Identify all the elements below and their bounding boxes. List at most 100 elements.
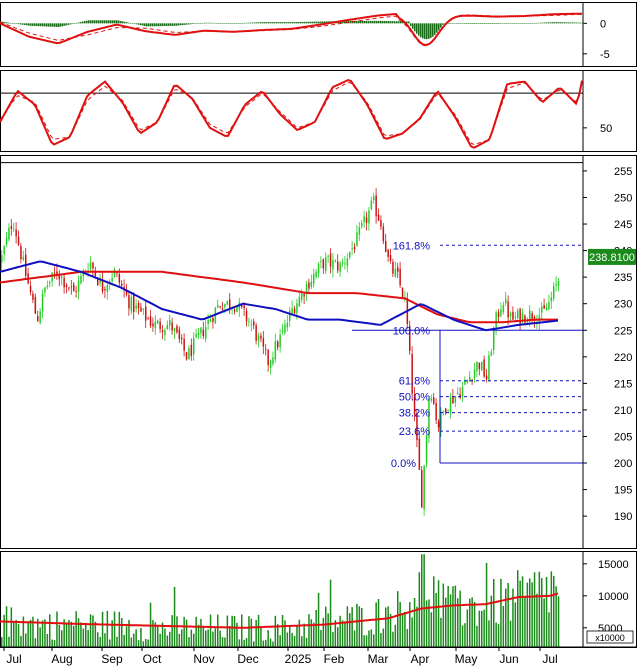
candle-body — [125, 290, 128, 295]
macd-histogram-bar — [562, 22, 564, 24]
macd-histogram-bar — [96, 20, 98, 24]
macd-histogram-bar — [214, 22, 216, 24]
macd-histogram-bar — [524, 23, 526, 24]
candle-body — [310, 281, 313, 287]
stoch-line-k — [0, 79, 583, 149]
macd-histogram-bar — [308, 21, 310, 24]
macd-histogram-bar — [530, 23, 532, 24]
volume-bar — [557, 596, 560, 647]
macd-histogram-bar — [260, 22, 262, 24]
macd-histogram-bar — [56, 23, 58, 27]
macd-histogram-bar — [46, 23, 48, 27]
volume-bar — [389, 613, 392, 647]
volume-bar — [488, 620, 490, 647]
macd-histogram-bar — [10, 22, 12, 24]
candle-body — [20, 245, 22, 260]
volume-bar — [265, 639, 267, 647]
candle-body — [89, 262, 92, 269]
volume-bar — [32, 616, 34, 647]
volume-bar — [495, 622, 497, 647]
volume-bar — [41, 620, 44, 647]
macd-histogram-bar — [518, 23, 520, 24]
macd-histogram-bar — [84, 21, 86, 24]
volume-bar — [164, 628, 166, 647]
candle-body — [387, 249, 389, 257]
volume-bar — [363, 635, 365, 647]
candle-body — [188, 347, 190, 360]
moving-average-line-2 — [0, 260, 559, 332]
candle-body — [46, 285, 49, 288]
candle-body — [267, 349, 269, 366]
candle-body — [519, 308, 521, 324]
macd-histogram-bar — [536, 22, 538, 24]
macd-histogram-bar — [390, 21, 392, 24]
candle-body — [365, 217, 368, 223]
volume-bar — [8, 636, 10, 647]
candle-body — [411, 353, 413, 394]
candle-body — [51, 272, 53, 282]
candle-body — [248, 321, 250, 323]
volume-bar — [22, 616, 25, 647]
candle-body — [337, 261, 339, 271]
candle-body — [68, 287, 70, 289]
macd-histogram-bar — [68, 23, 70, 25]
macd-histogram-bar — [190, 23, 192, 25]
macd-histogram-bar — [32, 23, 34, 26]
candle-body — [329, 253, 332, 267]
candle-body — [243, 305, 245, 309]
volume-bar — [284, 620, 286, 647]
macd-histogram-bar — [126, 22, 128, 24]
candle-body — [445, 408, 447, 413]
volume-bar — [34, 638, 37, 647]
volume-bar — [315, 609, 317, 647]
candle-body — [418, 438, 421, 470]
volume-bar — [543, 598, 545, 647]
volume-bar — [404, 611, 406, 647]
x-tick-label: Apr — [411, 652, 430, 666]
volume-bar — [533, 572, 536, 647]
candle-body — [140, 307, 142, 312]
macd-histogram-bar — [110, 20, 112, 24]
candle-body — [116, 272, 118, 274]
candle-body — [3, 246, 5, 255]
volume-bar — [413, 598, 416, 647]
macd-histogram-bar — [520, 23, 522, 24]
macd-histogram-bar — [290, 22, 292, 24]
candle-body — [322, 259, 325, 269]
candle-body — [541, 306, 543, 313]
volume-bar — [322, 617, 325, 647]
candle-body — [416, 413, 418, 441]
candle-body — [397, 267, 399, 272]
candle-body — [313, 273, 315, 284]
volume-bar — [406, 629, 409, 647]
volume-bar — [85, 622, 87, 647]
candle-body — [289, 310, 291, 321]
macd-histogram-bar — [134, 23, 136, 24]
macd-histogram-bar — [60, 23, 62, 27]
macd-histogram-bar — [342, 21, 344, 24]
volume-bar — [425, 600, 428, 647]
macd-histogram-bar — [168, 23, 170, 26]
candle-body — [526, 320, 529, 323]
macd-histogram-bar — [50, 23, 52, 27]
macd-histogram-bar — [368, 20, 370, 24]
macd-histogram-bar — [474, 23, 476, 24]
macd-histogram-bar — [494, 23, 496, 24]
last-price-label: 238.8100 — [589, 252, 635, 264]
x-tick-label: Oct — [143, 652, 162, 666]
candle-body — [130, 297, 133, 312]
volume-bar — [236, 622, 238, 647]
volume-bar — [337, 627, 339, 647]
volume-bar — [209, 614, 212, 647]
candle-body — [56, 271, 58, 276]
macd-histogram-bar — [194, 23, 196, 24]
price-tick-label: 255 — [614, 166, 632, 178]
macd-histogram-bar — [102, 20, 104, 24]
volume-bar — [195, 616, 197, 647]
macd-histogram-bar — [242, 22, 244, 24]
macd-histogram-bar — [64, 23, 66, 26]
candle-body — [449, 397, 452, 413]
candle-body — [351, 248, 353, 249]
macd-histogram-bar — [250, 22, 252, 24]
candle-body — [440, 411, 442, 430]
